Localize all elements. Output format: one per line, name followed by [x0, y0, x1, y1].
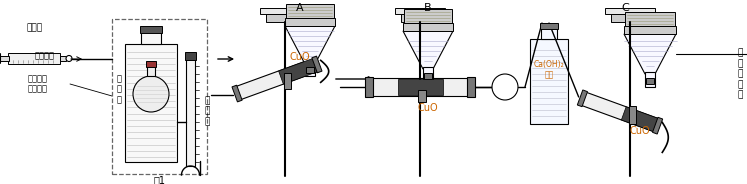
Bar [423, 67, 433, 82]
Text: 混合气体: 混合气体 [35, 52, 55, 61]
Text: CuO: CuO [630, 126, 651, 136]
Polygon shape [652, 117, 663, 134]
Bar [418, 90, 426, 102]
Bar [370, 78, 470, 96]
Bar [185, 52, 196, 60]
Polygon shape [577, 90, 587, 107]
Circle shape [492, 74, 518, 100]
Bar [646, 78, 654, 84]
Polygon shape [285, 26, 335, 64]
Bar [467, 77, 475, 97]
Bar [0, 56, 9, 61]
Polygon shape [624, 34, 676, 74]
Text: 图1: 图1 [153, 175, 166, 184]
Bar [365, 77, 373, 97]
Bar [540, 23, 558, 29]
Text: A: A [297, 3, 304, 13]
Bar [424, 73, 432, 79]
Bar [285, 18, 335, 26]
Bar [186, 58, 195, 166]
Bar [611, 14, 649, 22]
Bar [541, 25, 557, 39]
Bar [125, 44, 177, 162]
Polygon shape [311, 56, 322, 73]
Bar [403, 23, 453, 31]
Bar [60, 56, 66, 61]
Text: 量
气
管: 量 气 管 [205, 96, 210, 126]
Bar [645, 72, 655, 87]
Polygon shape [580, 92, 660, 132]
Bar [397, 79, 442, 95]
Bar [266, 14, 304, 22]
Bar [260, 8, 310, 14]
Bar [605, 8, 655, 14]
Text: Ca(OH)₂
溶液: Ca(OH)₂ 溶液 [533, 60, 565, 79]
Bar [404, 9, 452, 23]
Text: 反
应
管: 反 应 管 [117, 74, 122, 104]
Circle shape [133, 76, 169, 112]
Bar [141, 30, 161, 44]
Text: 注射器: 注射器 [27, 24, 43, 33]
Polygon shape [403, 31, 453, 69]
Text: B: B [424, 3, 432, 13]
Bar [530, 39, 568, 124]
Bar [146, 61, 156, 67]
Bar [395, 8, 445, 14]
Bar [286, 4, 334, 18]
Bar [284, 73, 291, 89]
Text: CuO: CuO [418, 103, 438, 113]
Circle shape [66, 56, 72, 61]
Bar [624, 26, 676, 34]
Text: 澄
清
石
灰
水: 澄 清 石 灰 水 [737, 49, 743, 99]
Text: C: C [621, 3, 629, 13]
Text: 足量氢氧
化钠溶液: 足量氢氧 化钠溶液 [28, 74, 48, 94]
Polygon shape [279, 58, 319, 84]
Bar [306, 67, 314, 73]
Text: CuO: CuO [290, 52, 310, 62]
Bar [629, 106, 636, 124]
Polygon shape [235, 58, 319, 100]
Bar [8, 53, 60, 64]
Polygon shape [622, 107, 660, 132]
Bar [305, 62, 315, 76]
Polygon shape [232, 85, 242, 102]
Bar [625, 12, 675, 26]
Bar [147, 64, 155, 76]
Bar [401, 14, 439, 22]
Bar [140, 26, 162, 33]
Bar [112, 19, 207, 174]
